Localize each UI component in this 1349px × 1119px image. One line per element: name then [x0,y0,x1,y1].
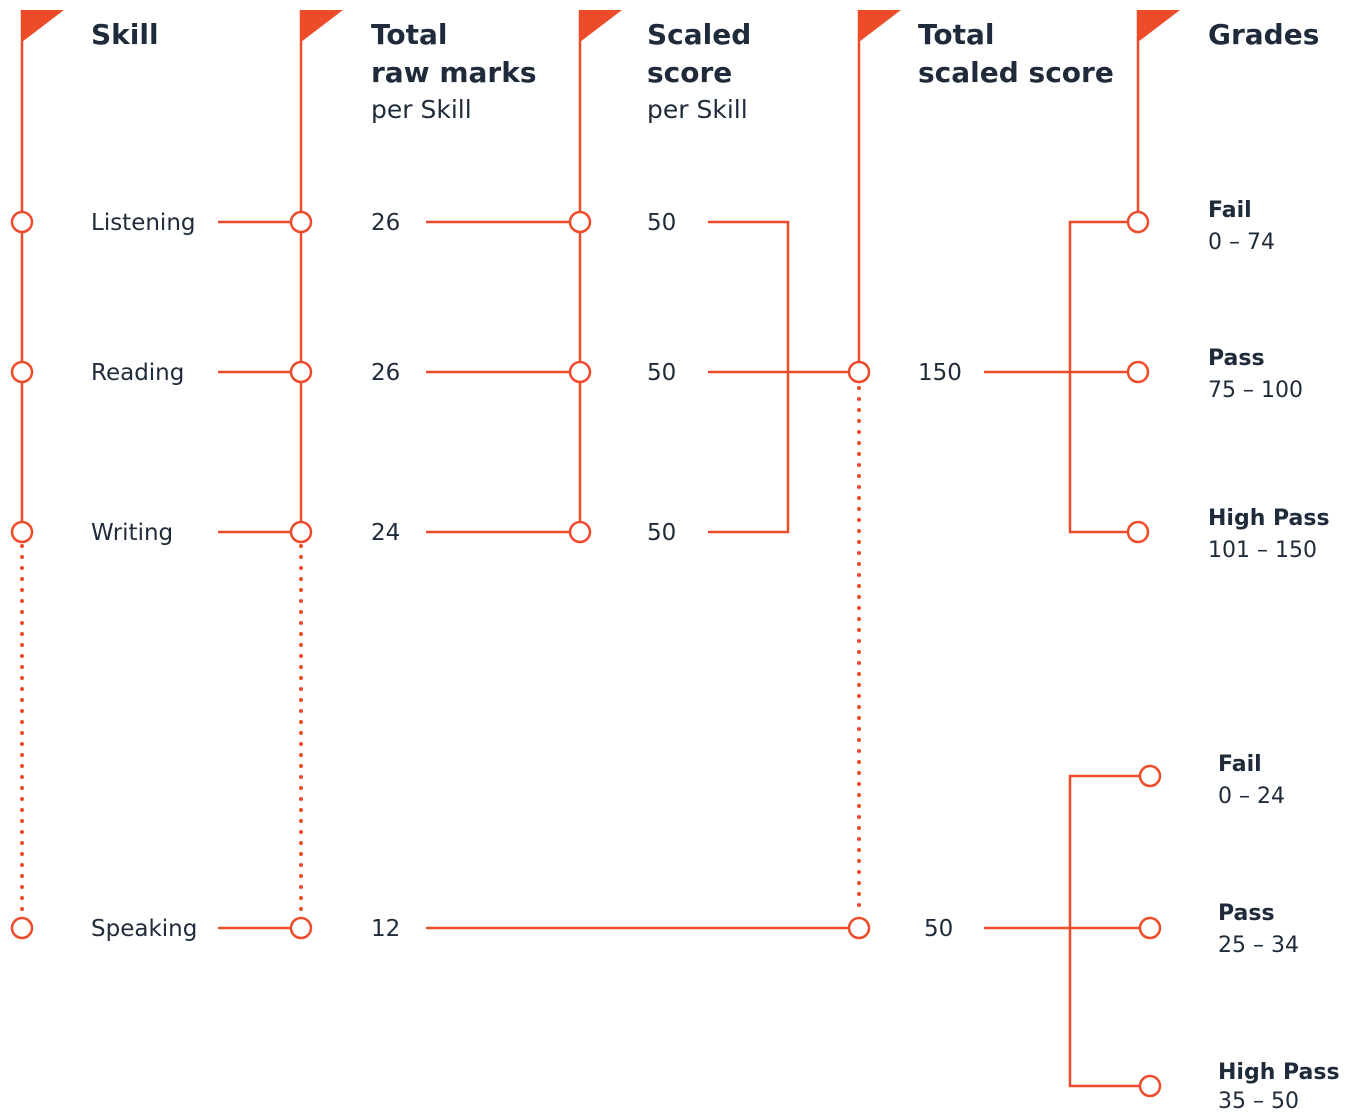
grade-speaking-highpass-label: High Pass [1218,1060,1340,1085]
grade-speaking-pass-range: 25 – 34 [1218,933,1299,958]
grade-speaking-highpass-range: 35 – 50 [1218,1089,1299,1114]
circle-node-icon [847,916,871,940]
scaled-bracket [708,220,790,534]
flag-icon [859,10,901,42]
grade-main-fail-range: 0 – 74 [1208,230,1275,255]
circle-node-icon [10,360,34,384]
scaled-score-reading: 50 [647,360,677,386]
scaled-score-header-line2: score [647,56,733,89]
circle-node-icon [568,210,592,234]
scaled-score-listening: 50 [647,210,677,236]
circle-node-icon [1138,764,1162,788]
circle-node-icon [568,360,592,384]
grade-main-pass-label: Pass [1208,346,1265,371]
raw-marks-listening: 26 [371,210,401,236]
skill-label-writing: Writing [91,520,174,546]
grade-main-highpass-range: 101 – 150 [1208,538,1317,563]
total-scaled-speaking: 50 [924,916,954,942]
circle-node-icon [847,360,871,384]
raw-marks-header-sub: per Skill [371,95,472,124]
circle-node-icon [1138,1074,1162,1098]
flag-icon [301,10,343,42]
skill-label-speaking: Speaking [91,916,198,942]
flag-icon [22,10,64,42]
scaled-score-header-line1: Scaled [647,18,752,51]
grade-main-fail-label: Fail [1208,198,1252,223]
total-scaled-main: 150 [918,360,962,386]
circle-node-icon [1138,916,1162,940]
total-scaled-header-line1: Total [918,18,995,51]
grade-speaking-fail-label: Fail [1218,752,1262,777]
flag-icon [580,10,622,42]
circle-node-icon [289,916,313,940]
grade-main-highpass-label: High Pass [1208,506,1330,531]
raw-marks-header-line1: Total [371,18,448,51]
circle-node-icon [1126,360,1150,384]
grade-main-pass-range: 75 – 100 [1208,378,1303,403]
skill-header: Skill [91,18,159,51]
circle-node-icon [10,210,34,234]
circle-node-icon [1126,520,1150,544]
grades-header: Grades [1208,18,1320,51]
skill-label-reading: Reading [91,360,185,386]
grades-speaking-bracket [1068,774,1150,1088]
skill-label-listening: Listening [91,210,196,236]
raw-marks-header-line2: raw marks [371,56,537,89]
scaled-score-writing: 50 [647,520,677,546]
circle-node-icon [289,520,313,544]
circle-node-icon [568,520,592,544]
grade-speaking-pass-label: Pass [1218,901,1275,926]
circle-node-icon [289,210,313,234]
grades-main-bracket [1068,220,1138,534]
raw-marks-writing: 24 [371,520,401,546]
raw-marks-reading: 26 [371,360,401,386]
circle-node-icon [289,360,313,384]
circle-node-icon [1126,210,1150,234]
total-scaled-header-line2: scaled score [918,56,1114,89]
grade-speaking-fail-range: 0 – 24 [1218,784,1285,809]
flag-icon [1138,10,1180,42]
raw-marks-speaking: 12 [371,916,401,942]
scaled-score-header-sub: per Skill [647,95,748,124]
circle-node-icon [10,520,34,544]
circle-node-icon [10,916,34,940]
